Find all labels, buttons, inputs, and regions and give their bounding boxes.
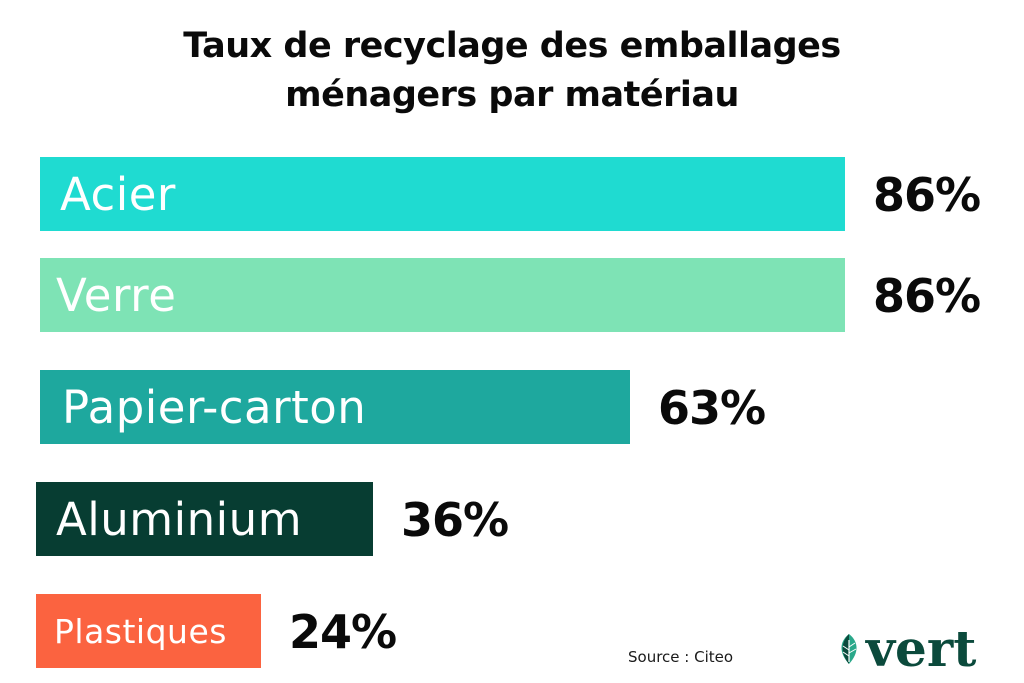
chart-title-line-1: Taux de recyclage des emballages	[183, 26, 841, 66]
vert-logo: vert	[836, 618, 1022, 680]
bar-papier-carton: Papier-carton	[40, 370, 630, 444]
bar-label: Plastiques	[54, 611, 227, 651]
bar-value-label: 86%	[873, 168, 981, 222]
chart-title: Taux de recyclage des emballages ménager…	[0, 22, 1024, 120]
bar-value-label: 63%	[658, 381, 766, 435]
bar-label: Aluminium	[56, 492, 303, 546]
logo-text: vert	[866, 619, 977, 678]
bar-plastiques: Plastiques	[36, 594, 261, 668]
bar-aluminium: Aluminium	[36, 482, 373, 556]
source-note: Source : Citeo	[628, 648, 734, 666]
bar-value-label: 36%	[401, 493, 509, 547]
bar-value-label: 24%	[289, 605, 397, 659]
bar-label: Papier-carton	[62, 380, 367, 434]
bar-label: Verre	[56, 268, 177, 322]
bar-acier: Acier	[40, 157, 845, 231]
bar-verre: Verre	[40, 258, 845, 332]
leaf-icon	[841, 634, 857, 664]
bar-label: Acier	[60, 167, 176, 221]
chart-title-line-2: ménagers par matériau	[285, 75, 739, 115]
bar-value-label: 86%	[873, 269, 981, 323]
